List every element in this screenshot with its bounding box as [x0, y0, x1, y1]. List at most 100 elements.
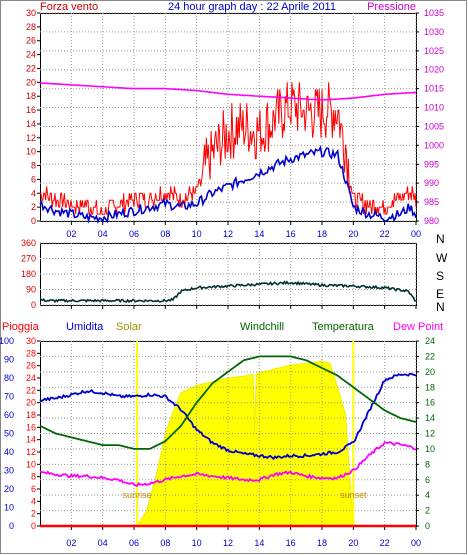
y-rain-tick-label: 16 [26, 422, 36, 432]
y-tick-label: 90 [26, 285, 36, 295]
y-left-tick-label: 28 [26, 22, 36, 32]
y-temp-tick-label: 20 [425, 367, 435, 377]
dewpoint-line [39, 441, 417, 487]
x-tick-label: 08 [160, 538, 170, 548]
pressure-label: Pressione [367, 1, 416, 13]
compass-label: S [436, 269, 444, 283]
solar-area [136, 360, 354, 527]
x-tick-label: 10 [192, 229, 202, 239]
y-right-tick-label: 1000 [424, 140, 444, 150]
dewpoint-label: Dew Point [393, 321, 443, 333]
y-humidity-tick-label: 20 [4, 484, 14, 494]
y-axis-humidity: 0 10 20 30 40 50 60 70 80 90 100 [0, 336, 14, 531]
compass-label: W [436, 251, 448, 265]
wind-avg-line [39, 144, 417, 224]
y-left-tick-label: 8 [31, 161, 36, 171]
y-right-tick-label: 990 [424, 178, 439, 188]
solar-label: Solar [116, 321, 142, 333]
humidity-line [39, 372, 417, 461]
y-temp-tick-label: 8 [425, 459, 430, 469]
x-tick-label: 02 [66, 538, 76, 548]
sunset-label: sunset [340, 490, 367, 500]
y-rain-tick-label: 22 [26, 385, 36, 395]
x-tick-label: 04 [98, 229, 108, 239]
y-right-tick-label: 995 [424, 159, 439, 169]
x-tick-label: 18 [317, 229, 327, 239]
x-tick-label: 14 [254, 229, 264, 239]
grid [40, 242, 417, 309]
wind-pressure-panel: Forza vento 24 hour graph day : 22 April… [26, 1, 444, 239]
y-temp-tick-label: 16 [425, 398, 435, 408]
y-temp-tick-label: 22 [425, 351, 435, 361]
pressure-line [39, 82, 417, 101]
y-rain-tick-label: 24 [26, 373, 36, 383]
y-temp-tick-label: 4 [425, 490, 430, 500]
y-humidity-tick-label: 90 [4, 355, 14, 365]
temp-humidity-panel: Pioggia Umidita Solar Windchill Temperat… [0, 321, 443, 548]
y-left-tick-label: 20 [26, 77, 36, 87]
x-tick-label: 00 [411, 538, 421, 548]
x-tick-label: 08 [160, 229, 170, 239]
sunrise-label: sunrise [123, 490, 152, 500]
y-left-tick-label: 24 [26, 50, 36, 60]
y-humidity-tick-label: 60 [4, 410, 14, 420]
y-temp-tick-label: 10 [425, 444, 435, 454]
rain-label: Pioggia [2, 321, 40, 333]
y-left-tick-label: 22 [26, 63, 36, 73]
y-right-tick-label: 1020 [424, 65, 444, 75]
x-tick-label: 10 [192, 538, 202, 548]
x-tick-label: 06 [129, 229, 139, 239]
y-rain-tick-label: 18 [26, 410, 36, 420]
compass-label: E [436, 287, 444, 301]
y-humidity-tick-label: 0 [9, 521, 14, 531]
y-temp-tick-label: 14 [425, 413, 435, 423]
y-rain-tick-label: 0 [31, 521, 36, 531]
x-tick-label: 20 [348, 538, 358, 548]
y-rain-tick-label: 8 [31, 472, 36, 482]
y-temp-tick-label: 24 [425, 336, 435, 346]
x-tick-label: 06 [129, 538, 139, 548]
y-right-tick-label: 1010 [424, 103, 444, 113]
y-right-tick-label: 1025 [424, 46, 444, 56]
y-temp-tick-label: 6 [425, 475, 430, 485]
y-rain-tick-label: 14 [26, 435, 36, 445]
y-rain-tick-label: 6 [31, 484, 36, 494]
y-right-tick-label: 1015 [424, 84, 444, 94]
x-tick-label: 22 [380, 229, 390, 239]
y-temp-tick-label: 0 [425, 521, 430, 531]
x-tick-label: 02 [66, 229, 76, 239]
x-tick-label: 14 [254, 538, 264, 548]
temperature-line [39, 355, 417, 450]
y-left-tick-label: 30 [26, 8, 36, 18]
x-tick-label: 12 [223, 229, 233, 239]
y-axis-direction: 0 90 180 270 360 [21, 238, 36, 310]
y-left-tick-label: 16 [26, 105, 36, 115]
y-humidity-tick-label: 10 [4, 503, 14, 513]
wind-speed-label: Forza vento [40, 1, 98, 13]
y-left-tick-label: 14 [26, 119, 36, 129]
compass-label: N [436, 232, 445, 246]
y-humidity-tick-label: 40 [4, 447, 14, 457]
y-temp-tick-label: 2 [425, 506, 430, 516]
y-left-tick-label: 12 [26, 133, 36, 143]
y-axis-right-pressure: 980 985 990 995 1000 1005 1010 1015 1020 1025 1030… [416, 8, 444, 226]
y-left-tick-label: 2 [31, 202, 36, 212]
x-axis-hours: 02 04 06 08 10 12 14 16 18 20 22 00 [66, 526, 421, 548]
x-tick-label: 04 [98, 538, 108, 548]
y-humidity-tick-label: 50 [4, 429, 14, 439]
y-left-tick-label: 10 [26, 147, 36, 157]
y-right-tick-label: 985 [424, 197, 439, 207]
y-left-tick-label: 26 [26, 36, 36, 46]
x-tick-label: 20 [348, 229, 358, 239]
y-tick-label: 180 [21, 269, 36, 279]
humidity-label: Umidita [66, 321, 104, 333]
y-humidity-tick-label: 100 [0, 336, 14, 346]
y-rain-tick-label: 30 [26, 336, 36, 346]
y-rain-tick-label: 12 [26, 447, 36, 457]
wind-max-line [40, 82, 417, 215]
